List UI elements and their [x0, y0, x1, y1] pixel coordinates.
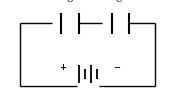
Text: C': C'	[116, 0, 125, 4]
Text: −: −	[113, 63, 120, 72]
Text: C: C	[66, 0, 73, 4]
Text: +: +	[59, 63, 66, 72]
